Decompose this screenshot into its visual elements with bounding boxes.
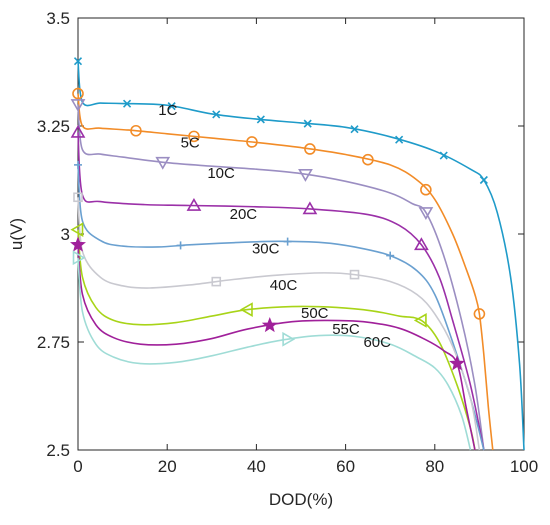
series-label-10C: 10C bbox=[207, 165, 235, 182]
x-tick-label: 80 bbox=[425, 457, 444, 476]
series-label-1C: 1C bbox=[158, 102, 177, 119]
data-point-60C bbox=[72, 250, 86, 266]
x-tick-label: 20 bbox=[158, 457, 177, 476]
data-point-20C bbox=[302, 201, 318, 215]
data-point-30C bbox=[386, 251, 395, 260]
y-tick-label: 2.75 bbox=[37, 333, 70, 352]
data-point-20C bbox=[414, 237, 429, 251]
data-point-10C bbox=[298, 168, 313, 182]
data-point-40C bbox=[73, 192, 83, 203]
y-tick-label: 3 bbox=[61, 225, 70, 244]
data-point-30C bbox=[74, 160, 82, 169]
data-point-1C bbox=[256, 115, 265, 124]
y-tick-label: 3.5 bbox=[46, 9, 70, 28]
series-label-20C: 20C bbox=[230, 206, 258, 223]
data-point-55C bbox=[261, 316, 278, 333]
data-point-1C bbox=[167, 102, 176, 111]
series-line-20C bbox=[77, 132, 485, 451]
data-point-5C bbox=[304, 143, 316, 155]
data-point-1C bbox=[350, 125, 359, 134]
x-axis: 0 20 40 60 80 100 bbox=[73, 18, 538, 476]
y-tick-label: 2.5 bbox=[46, 441, 70, 460]
data-point-5C bbox=[473, 308, 486, 320]
series-label-5C: 5C bbox=[181, 135, 200, 152]
x-tick-label: 100 bbox=[510, 457, 538, 476]
data-point-5C bbox=[72, 87, 84, 100]
series-markers bbox=[70, 57, 488, 371]
x-tick-label: 40 bbox=[247, 457, 266, 476]
data-point-50C bbox=[239, 302, 253, 317]
data-point-40C bbox=[349, 269, 360, 280]
x-tick-label: 0 bbox=[73, 457, 82, 476]
data-point-1C bbox=[303, 119, 312, 128]
data-point-10C bbox=[70, 99, 86, 113]
data-point-1C bbox=[73, 57, 83, 66]
series-label-40C: 40C bbox=[270, 277, 298, 294]
data-point-30C bbox=[176, 241, 185, 250]
data-point-10C bbox=[418, 207, 434, 221]
x-axis-label: DOD(%) bbox=[269, 490, 333, 509]
data-point-55C bbox=[449, 355, 466, 371]
y-tick-label: 3.25 bbox=[37, 117, 70, 136]
data-point-40C bbox=[211, 276, 222, 287]
data-point-1C bbox=[212, 110, 221, 119]
data-point-5C bbox=[420, 183, 432, 196]
data-point-50C bbox=[70, 222, 84, 238]
plot-area bbox=[77, 17, 525, 451]
data-point-5C bbox=[130, 124, 142, 137]
y-axis-label: u(V) bbox=[7, 218, 26, 250]
data-point-1C bbox=[479, 175, 488, 185]
series-label-50C: 50C bbox=[301, 305, 329, 322]
series-line-40C bbox=[77, 197, 481, 451]
data-point-10C bbox=[155, 156, 171, 170]
data-point-5C bbox=[362, 153, 374, 166]
data-point-30C bbox=[283, 237, 292, 246]
data-point-1C bbox=[122, 99, 132, 108]
series-line-50C bbox=[77, 229, 476, 451]
series-line-30C bbox=[77, 164, 485, 451]
series-label-55C: 55C bbox=[332, 321, 360, 338]
series-label-60C: 60C bbox=[363, 334, 391, 351]
data-point-20C bbox=[186, 197, 202, 211]
data-point-5C bbox=[246, 136, 258, 148]
data-point-55C bbox=[70, 236, 86, 252]
data-point-50C bbox=[413, 313, 427, 328]
series-line-10C bbox=[77, 104, 485, 451]
data-point-1C bbox=[439, 151, 448, 160]
data-point-5C bbox=[188, 130, 200, 143]
series-label-30C: 30C bbox=[252, 240, 280, 257]
data-point-60C bbox=[282, 331, 296, 347]
x-tick-label: 60 bbox=[336, 457, 355, 476]
data-point-20C bbox=[70, 124, 86, 138]
data-point-1C bbox=[395, 135, 404, 144]
series-line-55C bbox=[77, 244, 476, 451]
